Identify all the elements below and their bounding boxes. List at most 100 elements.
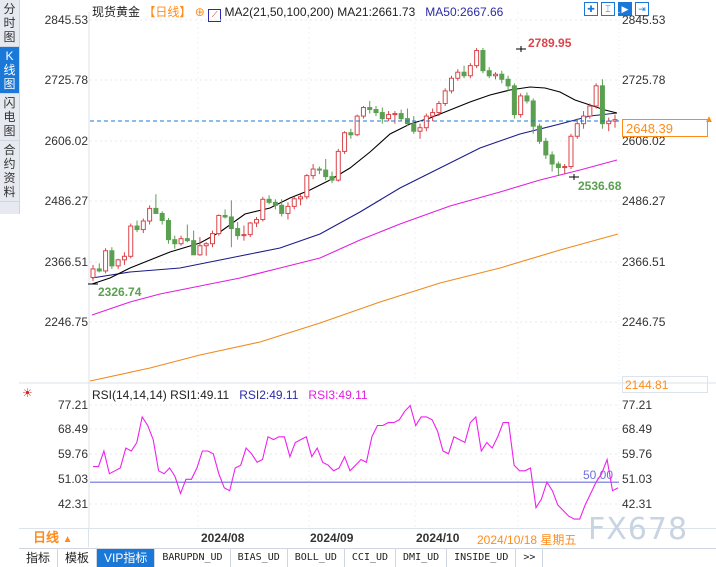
rsi-params-label[interactable]: RSI(14,14,14) [92,388,167,402]
candle-body [235,228,241,237]
candle-body [172,239,178,245]
candle-body [360,107,366,117]
instrument-name: 现货黄金 [92,5,141,19]
tab-vip[interactable]: VIP指标 [97,549,156,567]
date-label-sep: 2024/09 [310,531,354,545]
tab-[interactable]: 指标 [19,549,59,567]
candle-body [109,250,115,267]
candle-body [423,115,429,129]
play-forward-icon[interactable]: ▶ [618,2,632,16]
candle-body [373,109,379,114]
candle-body [153,207,159,214]
candle-body [266,198,272,203]
candle-body [555,163,561,169]
price-axis-label: 2845.53 [44,13,88,27]
price-axis-label: 2845.53 [622,13,666,27]
candle-body [222,214,228,218]
candle-body [197,245,203,256]
price-axis-label: 2486.27 [44,194,88,208]
candle-body [530,100,536,127]
candle-body [499,73,505,80]
side-tab-char: 电 [3,110,16,124]
price-axis-label: 2246.75 [622,315,666,329]
candle-body [430,112,436,117]
side-tab-char: 合 [3,143,16,157]
side-tab-char: K [5,49,14,63]
ma-params-label[interactable]: MA2(21,50,100,200) [224,5,334,19]
candle-body [574,123,580,137]
side-tab-char: 图 [3,124,16,138]
tab-inside-ud[interactable]: INSIDE_UD [447,549,517,567]
candle-body [411,123,417,132]
candle-body [587,105,593,117]
ma21-value: MA21:2661.73 [337,5,416,19]
candle-body [474,50,480,67]
candle-body [209,233,215,245]
rsi2-value: RSI2:49.11 [239,388,299,402]
side-tab-contract[interactable]: 合约资料 [0,141,19,202]
candle-body [178,238,184,245]
candle-body [537,125,543,142]
add-indicator-icon[interactable]: ⊕ [194,5,205,19]
tab-barupdn-ud[interactable]: BARUPDN_UD [155,549,231,567]
candle-body [191,240,197,256]
candle-body [549,154,555,165]
price-axis-label: 2606.02 [44,134,88,148]
candle-body [121,255,127,261]
indicator-settings-icon[interactable]: ☀ [22,386,33,400]
cursor-date-label: 2024/10/18 星期五 [477,533,577,547]
candle-body [335,150,341,181]
candle-body [316,168,322,171]
rsi3-value: RSI3:49.11 [308,388,368,402]
jump-end-icon[interactable]: ⇥ [635,2,649,16]
rsi-axis-label: 68.49 [57,422,88,436]
range-select-icon[interactable]: ⌶ [601,2,615,16]
candle-body [379,112,385,120]
candle-body [128,225,134,257]
ma50-line [91,112,618,279]
side-tab-timeshare[interactable]: 分时图 [0,0,19,47]
side-tab-char: 闪 [3,96,16,110]
candle-body [342,132,348,152]
date-label-oct: 2024/10 [416,531,460,545]
candle-body [165,219,171,241]
price-axis-label: 2606.02 [622,134,666,148]
tab-[interactable]: 模板 [58,549,98,567]
candle-body [279,204,285,214]
candle-body [480,50,486,72]
period-switch-label: 日线 [33,530,60,545]
side-tab-flash[interactable]: 闪电图 [0,94,19,141]
candle-body [298,196,304,200]
crosshair-icon[interactable]: ✚ [584,2,598,16]
tab-bias-ud[interactable]: BIAS_UD [231,549,288,567]
side-tab-char: 资 [3,171,16,185]
date-label-aug: 2024/08 [201,531,245,545]
side-tab-char: 图 [3,77,16,91]
candle-body [354,115,360,136]
rsi1-value: RSI1:49.11 [170,388,230,402]
tab-[interactable]: >> [516,549,544,567]
tab-dmi-ud[interactable]: DMI_UD [396,549,448,567]
candle-body [417,127,423,132]
ma-indicator-icon[interactable]: ⟋ [208,9,222,22]
period-label[interactable]: 【日线】 [143,5,192,19]
candle-body [310,168,316,177]
start-low-annotation: 2326.74 [98,285,142,299]
candle-body [398,113,404,120]
price-alert-arrow-icon[interactable]: ▲ [704,114,714,125]
tab-boll-ud[interactable]: BOLL_UD [288,549,345,567]
candle-body [203,243,209,247]
candle-body [436,102,442,114]
indicator-tab-bar: 指标 模板 VIP指标 BARUPDN_UD BIAS_UD BOLL_UD CCI_UD D… [19,548,716,567]
candle-body [304,175,310,198]
tab-cci-ud[interactable]: CCI_UD [345,549,397,567]
side-tab-char: 时 [3,16,16,30]
candle-body [455,71,461,79]
period-switch-button[interactable]: 日线 ▲ [19,529,89,547]
rsi-axis-label: 77.21 [622,398,653,412]
rsi-axis-label: 42.31 [57,497,88,511]
candle-body [442,90,448,104]
